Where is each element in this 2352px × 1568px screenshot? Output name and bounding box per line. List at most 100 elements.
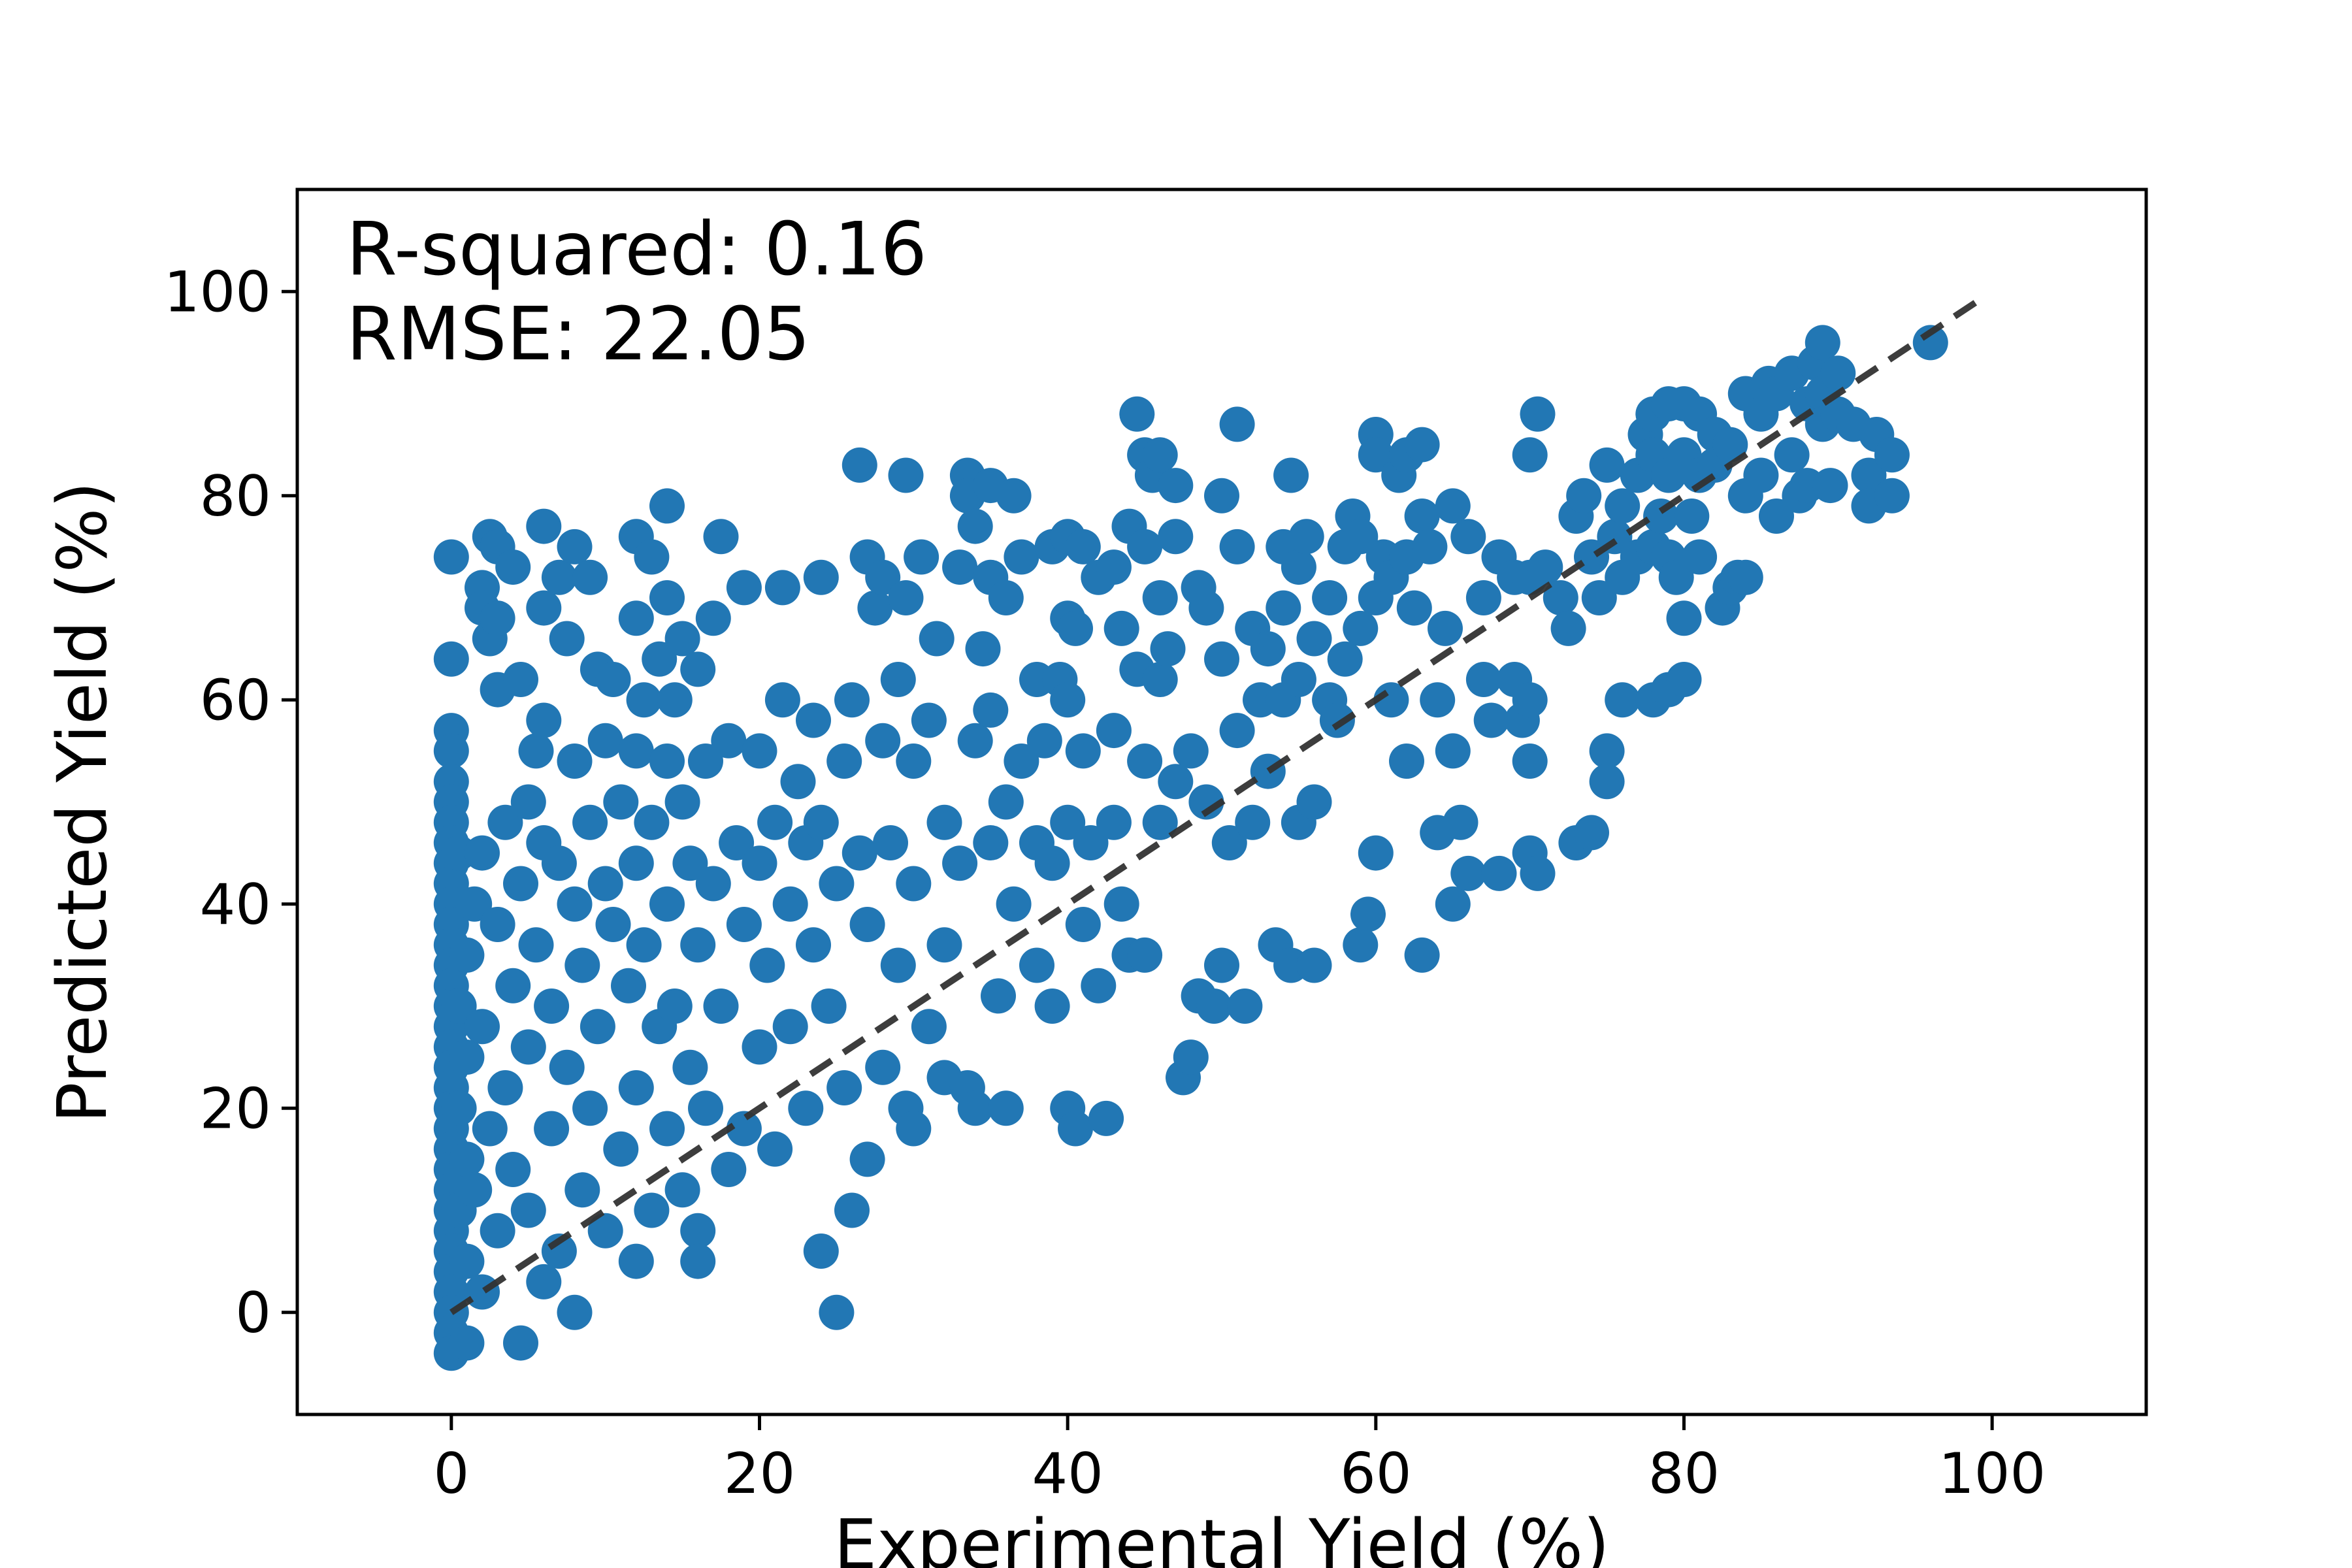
data-point [1404,498,1440,534]
data-point [587,723,623,759]
data-point [510,1029,546,1065]
data-point [495,1152,531,1187]
data-point [649,580,685,615]
data-point [433,641,469,677]
data-point [534,988,570,1024]
data-point [688,1090,723,1126]
data-point [1034,845,1070,881]
data-point [819,1294,855,1330]
data-point [742,1029,777,1065]
data-point [642,641,678,677]
data-point [834,682,870,718]
data-point [834,1192,870,1228]
data-point [1550,610,1586,646]
data-point [1666,600,1702,636]
data-point [1065,907,1101,942]
data-point [973,825,1009,860]
y-tick-label: 20 [200,1076,271,1141]
data-point [942,549,978,585]
data-point [849,1141,885,1177]
data-point [1443,804,1478,840]
data-point [680,927,716,963]
data-point [595,662,631,697]
data-point [865,559,901,595]
reference-line [449,299,1979,1315]
data-point [764,682,800,718]
y-tick-label: 80 [200,464,271,529]
data-point [503,1325,538,1361]
data-point [1527,549,1563,585]
data-point [518,733,554,769]
data-point [1358,437,1394,473]
data-point [1081,968,1117,1004]
data-point [1543,580,1578,615]
data-point [1296,621,1332,657]
data-point [1119,396,1155,432]
data-point [1312,580,1348,615]
data-point [726,1111,762,1147]
y-tick-label: 0 [235,1281,271,1346]
data-point [603,1131,639,1167]
data-point [865,1049,901,1085]
data-point [1219,529,1255,564]
data-point [1034,988,1070,1024]
data-point [1142,662,1178,697]
data-point [1127,743,1163,779]
data-point [919,621,955,657]
y-tick-label: 100 [164,259,271,325]
data-point [680,1213,716,1249]
data-point [1481,855,1517,891]
data-point [549,621,585,657]
data-point [1004,743,1039,779]
data-point [1296,784,1332,820]
data-point [796,702,831,738]
data-point [1127,529,1163,564]
data-point [1188,784,1224,820]
data-point [664,784,700,820]
data-point [1227,988,1263,1024]
data-point [703,988,739,1024]
data-point [664,621,700,657]
data-point [772,1009,808,1045]
data-point [1404,937,1440,973]
data-point [1851,457,1887,493]
rmse-annotation: RMSE: 22.05 [346,292,810,377]
data-point [1743,457,1779,493]
x-tick-label: 80 [1648,1441,1720,1507]
data-point [587,1213,623,1249]
data-point [888,457,924,493]
data-point [1874,437,1910,473]
data-point [1050,682,1086,718]
data-point [1566,478,1602,514]
data-point [780,764,816,800]
data-point [649,886,685,922]
data-point [480,600,515,636]
data-point [926,927,962,963]
data-point [1204,947,1239,983]
data-point [634,804,670,840]
data-point [826,1070,862,1105]
data-point [465,1274,500,1310]
data-point [634,539,670,575]
data-point [1435,886,1471,922]
x-axis-label: Experimental Yield (%) [834,1505,1609,1568]
data-point [1096,549,1132,585]
data-point [1281,662,1316,697]
data-point [726,570,762,606]
data-point [981,978,1016,1014]
data-point [1589,764,1625,800]
data-point [518,927,554,963]
data-point [618,733,654,769]
data-point [580,1009,615,1045]
data-point [618,1070,654,1105]
data-point [1512,743,1548,779]
data-point [1103,610,1139,646]
data-point [911,702,947,738]
data-point [1450,519,1486,555]
data-point [649,1111,685,1147]
data-point [1581,580,1617,615]
data-point [1658,559,1694,595]
data-point [541,845,577,881]
data-point [904,539,939,575]
data-point [1088,1100,1124,1136]
